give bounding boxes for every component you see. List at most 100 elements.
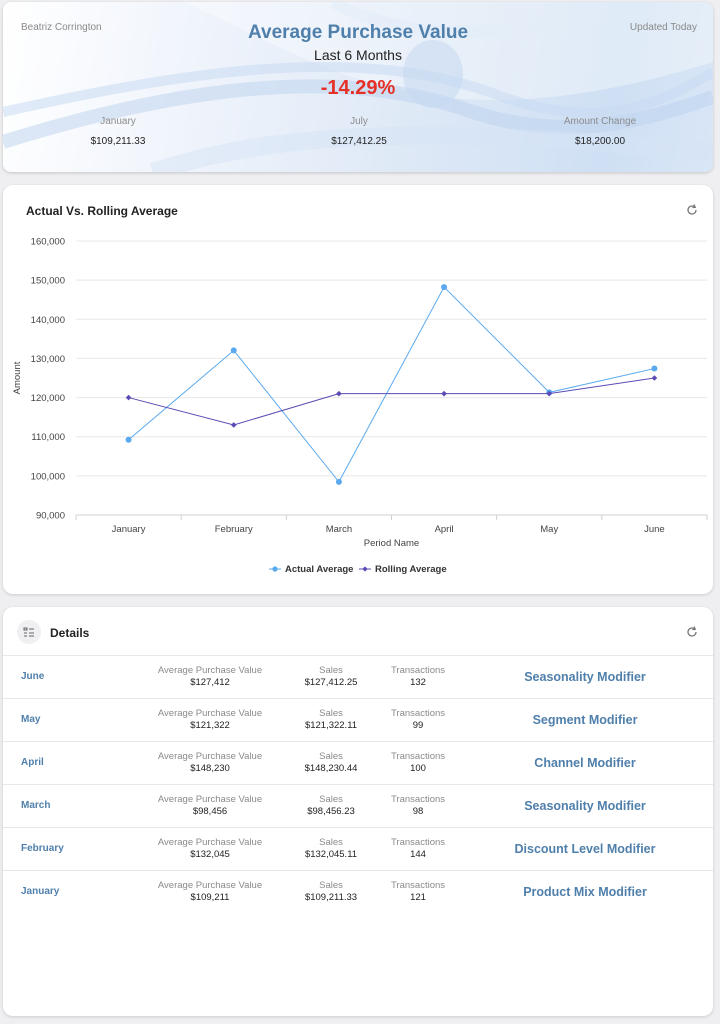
modifier-link[interactable]: Segment Modifier (532, 713, 638, 727)
legend-label: Rolling Average (375, 564, 447, 575)
sales-label: Sales (319, 837, 343, 848)
apv-cell: Average Purchase Value $132,045 (140, 837, 280, 860)
sales-label: Sales (319, 794, 343, 805)
series-line-1 (128, 377, 655, 426)
apv-cell: Average Purchase Value $127,412 (140, 665, 280, 688)
stat-label: Amount Change (563, 116, 637, 127)
transactions-cell: Transactions 98 (378, 794, 458, 817)
table-row[interactable]: February Average Purchase Value $132,045 Sa… (3, 827, 713, 870)
data-point (230, 422, 237, 428)
apv-value: $132,045 (190, 849, 230, 860)
apv-cell: Average Purchase Value $121,322 (140, 708, 280, 731)
legend-marker (362, 566, 368, 572)
apv-cell: Average Purchase Value $148,230 (140, 751, 280, 774)
sales-cell: Sales $121,322.11 (281, 708, 381, 731)
line-chart: 90,000 100,000 110,000 120,000 130,000 140,00… (12, 237, 708, 575)
modifier-link[interactable]: Discount Level Modifier (514, 842, 656, 856)
transactions-cell: Transactions 99 (378, 708, 458, 731)
sales-cell: Sales $127,412.25 (281, 665, 381, 688)
y-tick-label: 130,000 (31, 354, 65, 365)
transactions-value: 132 (410, 677, 426, 688)
stat-value: $109,211.33 (90, 136, 146, 147)
sales-label: Sales (319, 708, 343, 719)
stat-label: January (100, 116, 136, 127)
apv-label: Average Purchase Value (157, 708, 263, 719)
sales-label: Sales (319, 751, 343, 762)
modifier-link[interactable]: Seasonality Modifier (524, 799, 646, 813)
details-title: Details (50, 626, 90, 640)
modifier-link[interactable]: Seasonality Modifier (524, 670, 646, 684)
x-axis-title: Period Name (364, 538, 419, 549)
updated-label: Updated Today (629, 22, 697, 33)
row-month: May (21, 714, 41, 725)
modifier-link[interactable]: Channel Modifier (534, 756, 636, 770)
refresh-icon[interactable] (685, 203, 699, 217)
transactions-value: 99 (412, 720, 424, 731)
x-tick-label: January (112, 524, 146, 535)
transactions-value: 100 (410, 763, 426, 774)
apv-label: Average Purchase Value (157, 794, 263, 805)
data-point (651, 375, 658, 381)
y-axis-title: Amount (12, 361, 23, 394)
data-point (546, 390, 553, 397)
y-tick-label: 140,000 (31, 315, 65, 326)
series-line-0 (128, 286, 655, 483)
apv-label: Average Purchase Value (157, 751, 263, 762)
y-tick-label: 90,000 (36, 511, 65, 522)
sales-label: Sales (319, 665, 343, 676)
table-row[interactable]: May Average Purchase Value $121,322 Sales $1… (3, 698, 713, 741)
transactions-cell: Transactions 144 (378, 837, 458, 860)
sales-cell: Sales $98,456.23 (281, 794, 381, 817)
x-tick-label: April (435, 524, 454, 535)
table-row[interactable]: January Average Purchase Value $109,211 Sal… (3, 870, 713, 913)
chart-card: 90,000 100,000 110,000 120,000 130,000 140,00… (3, 185, 713, 594)
summary-header: Beatriz Corrington Updated Today Average… (3, 2, 713, 172)
wave-background (3, 2, 713, 172)
modifier-link[interactable]: Product Mix Modifier (523, 885, 647, 899)
x-tick-label: March (326, 524, 352, 535)
page-subtitle: Last 6 Months (314, 47, 402, 63)
transactions-cell: Transactions 100 (378, 751, 458, 774)
data-point (125, 436, 132, 443)
table-row[interactable]: March Average Purchase Value $98,456 Sales $… (3, 784, 713, 827)
sales-cell: Sales $109,211.33 (281, 880, 381, 903)
data-point (230, 347, 237, 354)
apv-value: $148,230 (190, 763, 230, 774)
chart-title: Actual Vs. Rolling Average (26, 204, 178, 218)
row-month: April (21, 757, 44, 768)
table-row[interactable]: April Average Purchase Value $148,230 Sales… (3, 741, 713, 784)
stat-value: $127,412.25 (331, 136, 387, 147)
sales-cell: Sales $132,045.11 (281, 837, 381, 860)
stat-value: $18,200.00 (574, 136, 626, 147)
page-title: Average Purchase Value (247, 22, 469, 43)
list-icon (17, 620, 41, 644)
transactions-cell: Transactions 121 (378, 880, 458, 903)
data-point (441, 390, 447, 397)
transactions-label: Transactions (390, 665, 446, 676)
sales-value: $98,456.23 (307, 806, 355, 817)
row-month: February (21, 843, 64, 854)
transactions-value: 98 (412, 806, 424, 817)
apv-label: Average Purchase Value (157, 665, 263, 676)
refresh-icon[interactable] (685, 625, 699, 639)
stat-label: July (350, 116, 368, 127)
table-row[interactable]: June Average Purchase Value $127,412 Sales $… (3, 655, 713, 698)
row-month: January (21, 886, 60, 897)
transactions-label: Transactions (390, 751, 446, 762)
apv-value: $121,322 (190, 720, 230, 731)
x-tick-label: February (215, 524, 253, 535)
sales-cell: Sales $148,230.44 (281, 751, 381, 774)
transactions-value: 121 (410, 892, 426, 903)
y-tick-label: 150,000 (31, 276, 65, 287)
sales-value: $127,412.25 (304, 677, 358, 688)
apv-value: $127,412 (190, 677, 230, 688)
data-point (441, 284, 448, 291)
stat-start: January $109,211.33 (28, 116, 208, 147)
apv-value: $98,456 (192, 806, 228, 817)
y-tick-label: 110,000 (31, 432, 65, 443)
transactions-cell: Transactions 132 (378, 665, 458, 688)
data-point (651, 365, 658, 372)
data-point (125, 394, 132, 401)
data-point (335, 478, 342, 485)
sales-value: $148,230.44 (304, 763, 358, 774)
